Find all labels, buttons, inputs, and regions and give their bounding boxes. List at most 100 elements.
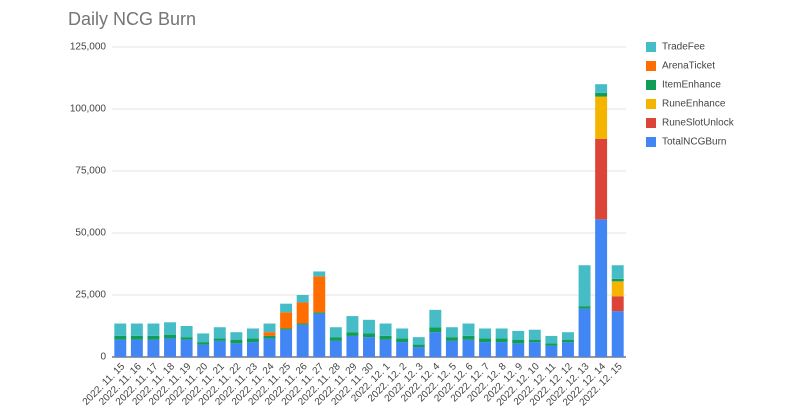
bar-segment — [611, 311, 624, 357]
y-tick-label: 100,000 — [70, 104, 107, 115]
bar-segment — [578, 265, 591, 307]
bar-segment — [263, 332, 276, 336]
bar-segment — [130, 323, 143, 336]
legend-label: TotalNCGBurn — [662, 137, 726, 148]
bar-segment — [213, 338, 226, 341]
bar-segment — [495, 342, 508, 357]
legend-label: TradeFee — [662, 42, 705, 53]
bar-segment — [296, 302, 309, 324]
bar-segment — [545, 343, 558, 346]
bar-segment — [429, 327, 442, 333]
bar-segment — [479, 338, 492, 343]
bar-segment — [528, 339, 541, 343]
bar-segment — [246, 338, 259, 343]
y-tick-label: 125,000 — [70, 42, 107, 53]
bar-segment — [213, 340, 226, 357]
bar-segment — [445, 327, 458, 338]
bar-segment — [296, 324, 309, 357]
bar-segment — [180, 339, 193, 357]
bar-segment — [412, 337, 425, 345]
bar-segment — [329, 340, 342, 357]
bar-segment — [230, 332, 243, 340]
chart-title: Daily NCG Burn — [68, 9, 196, 29]
bar-segment — [263, 323, 276, 333]
bar-segment — [363, 319, 375, 334]
bar-segment — [512, 343, 525, 357]
legend-label: RuneSlotUnlock — [662, 118, 735, 129]
bar-segment — [130, 339, 143, 357]
bar-segment — [346, 335, 359, 357]
bar-segment — [396, 338, 409, 343]
bar-segment — [280, 328, 293, 330]
bar-segment — [595, 219, 608, 357]
bar-segment — [280, 312, 293, 329]
bar-segment — [479, 342, 492, 357]
legend-swatch — [646, 61, 656, 71]
bar-segment — [164, 338, 177, 357]
bar-segment — [495, 328, 508, 339]
bar-segment — [246, 342, 259, 357]
bar-segment — [528, 329, 541, 340]
bar-segment — [595, 138, 608, 220]
bar-segment — [561, 339, 574, 343]
bar-segment — [296, 295, 309, 303]
bar-segment — [313, 276, 326, 313]
bar-segment — [611, 265, 624, 279]
bar-segment — [313, 313, 326, 357]
bar-segment — [329, 337, 342, 341]
bar-segment — [545, 335, 558, 344]
bar-segment — [114, 335, 127, 340]
bar-segment — [164, 334, 177, 339]
bar-segment — [246, 328, 259, 339]
bar-segment — [346, 316, 359, 333]
bar-segment — [280, 303, 293, 313]
y-tick-label: 0 — [100, 352, 106, 363]
bar-segment — [164, 322, 177, 335]
bar-segment — [147, 323, 160, 336]
y-tick-label: 50,000 — [75, 228, 106, 239]
bar-segment — [445, 337, 458, 341]
bar-segment — [230, 343, 243, 357]
bar-segment — [197, 344, 210, 357]
bar-segment — [296, 323, 309, 325]
bar-segment — [412, 347, 425, 357]
bar-segment — [313, 271, 326, 277]
bar-segment — [363, 337, 375, 357]
bar-segment — [512, 339, 525, 344]
legend-label: RuneEnhance — [662, 99, 726, 110]
y-tick-label: 75,000 — [75, 166, 106, 177]
bar-segment — [611, 278, 624, 282]
y-tick-label: 25,000 — [75, 290, 106, 301]
bar-segment — [528, 342, 541, 357]
bar-segment — [363, 333, 375, 338]
bar-segment — [346, 332, 359, 336]
bar-segment — [462, 339, 475, 357]
bar-segment — [180, 326, 193, 338]
bar-segment — [595, 96, 608, 139]
bar-segment — [147, 335, 160, 340]
bar-segment — [197, 342, 210, 345]
legend-swatch — [646, 118, 656, 128]
bar-segment — [379, 335, 392, 340]
bar-segment — [561, 342, 574, 357]
bar-segment — [479, 328, 492, 339]
bar-segment — [379, 339, 392, 357]
bar-segment — [545, 345, 558, 357]
bar-segment — [412, 344, 425, 348]
bar-segment — [611, 281, 624, 297]
bar-segment — [230, 339, 243, 344]
bar-segment — [396, 342, 409, 357]
bar-segment — [114, 323, 127, 336]
bar-segment — [263, 338, 276, 357]
legend-label: ArenaTicket — [662, 61, 715, 72]
bar-segment — [396, 328, 409, 339]
bar-segment — [578, 306, 591, 309]
legend-swatch — [646, 80, 656, 90]
bar-segment — [611, 296, 624, 312]
bar-segment — [595, 92, 608, 97]
bar-segment — [445, 340, 458, 357]
bar-segment — [379, 323, 392, 336]
legend-swatch — [646, 137, 656, 147]
